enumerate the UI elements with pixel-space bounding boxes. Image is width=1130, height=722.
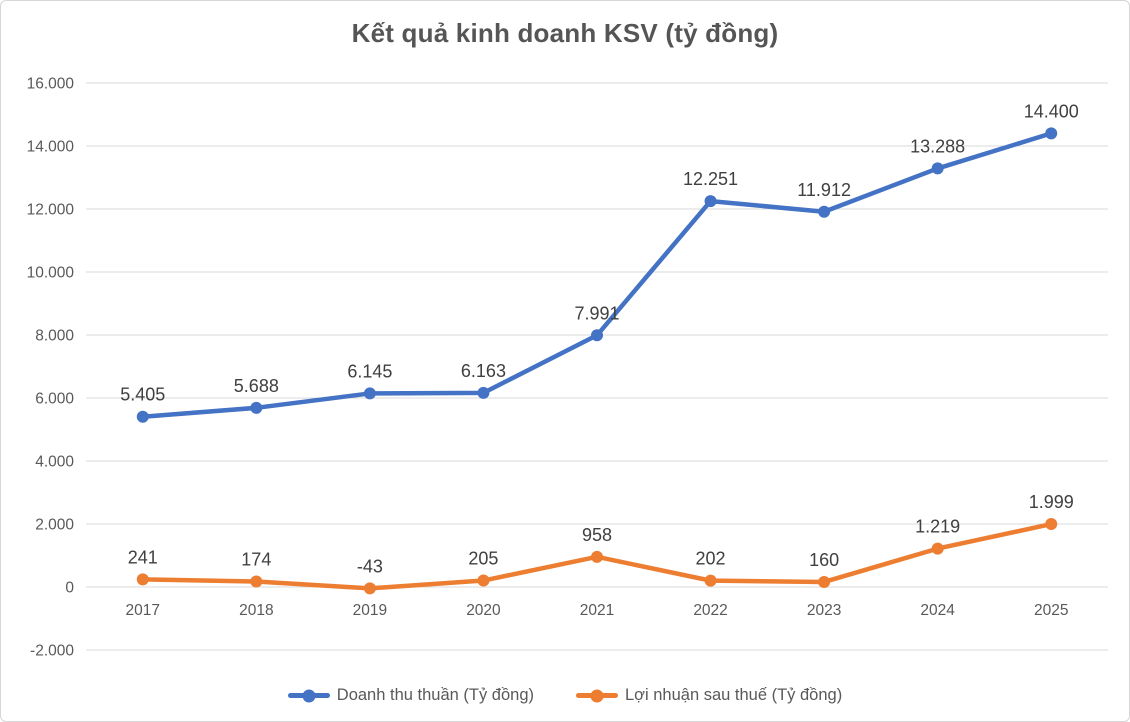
data-point-label: 160 [809,550,839,570]
y-axis-tick-label: 0 [65,580,74,597]
data-point-marker [363,387,376,400]
data-point-label: 6.163 [461,361,506,381]
y-axis-tick-label: 10.000 [27,265,75,282]
data-point-label: 11.912 [797,180,851,200]
y-axis-tick-label: 14.000 [27,139,75,156]
data-point-marker [591,329,603,342]
data-point-marker [477,386,490,399]
data-point-label: 14.400 [1024,101,1079,121]
data-point-marker [136,573,149,586]
data-point-label: -43 [357,556,383,576]
x-axis-tick-label: 2020 [466,602,501,619]
x-axis-tick-label: 2023 [807,602,841,619]
data-point-marker [363,582,376,595]
data-point-label: 241 [128,547,158,567]
x-axis-tick-label: 2017 [126,602,160,619]
x-axis-tick-label: 2024 [920,602,955,619]
y-axis-tick-label: 8.000 [35,328,74,345]
data-point-marker [931,542,944,555]
chart-legend: Doanh thu thuần (Tỷ đồng) Lợi nhuận sau … [1,686,1129,705]
legend-label-loi-nhuan: Lợi nhuận sau thuế (Tỷ đồng) [625,686,843,704]
y-axis-tick-label: 4.000 [35,454,74,471]
x-axis-tick-label: 2025 [1034,602,1068,619]
x-axis-tick-label: 2022 [693,602,727,619]
data-point-label: 205 [468,549,498,569]
data-point-label: 958 [582,525,612,545]
data-point-marker [136,410,149,423]
y-axis-tick-label: -2.000 [30,643,74,660]
chart-title: Kết quả kinh doanh KSV (tỷ đồng) [351,18,779,48]
data-point-marker [591,550,603,563]
data-point-marker [477,574,490,587]
data-point-marker [1045,518,1058,531]
legend-item-doanh-thu: Doanh thu thuần (Tỷ đồng) [287,686,534,705]
legend-line-marker-icon [287,689,330,703]
x-axis-tick-label: 2019 [353,602,387,619]
data-point-marker [704,574,717,587]
data-point-marker [704,195,717,208]
data-point-label: 1.219 [915,517,960,537]
y-axis-tick-label: 16.000 [27,76,75,93]
data-point-label: 5.405 [120,385,165,405]
data-point-marker [818,205,831,218]
data-point-marker [250,401,263,414]
data-point-label: 6.145 [347,361,392,381]
data-point-label: 1.999 [1029,492,1074,512]
data-point-label: 7.991 [574,303,619,323]
x-axis-tick-label: 2018 [239,602,273,619]
data-point-label: 202 [696,549,726,569]
legend-label-doanh-thu: Doanh thu thuần (Tỷ đồng) [336,686,534,704]
y-axis-tick-label: 2.000 [35,517,74,534]
data-point-marker [250,575,263,588]
series-line [140,131,1054,419]
y-axis-tick-label: 12.000 [27,202,75,219]
data-point-label: 174 [241,550,271,570]
data-point-label: 5.688 [234,376,279,396]
data-point-marker [931,162,944,175]
data-point-marker [1045,127,1058,140]
legend-item-loi-nhuan: Lợi nhuận sau thuế (Tỷ đồng) [576,686,842,705]
data-point-label: 12.251 [683,169,738,189]
x-axis-tick-label: 2021 [580,602,614,619]
data-point-label: 13.288 [910,136,965,156]
data-point-marker [818,575,831,588]
legend-line-marker-icon [576,689,618,703]
y-axis-tick-label: 6.000 [35,391,74,408]
